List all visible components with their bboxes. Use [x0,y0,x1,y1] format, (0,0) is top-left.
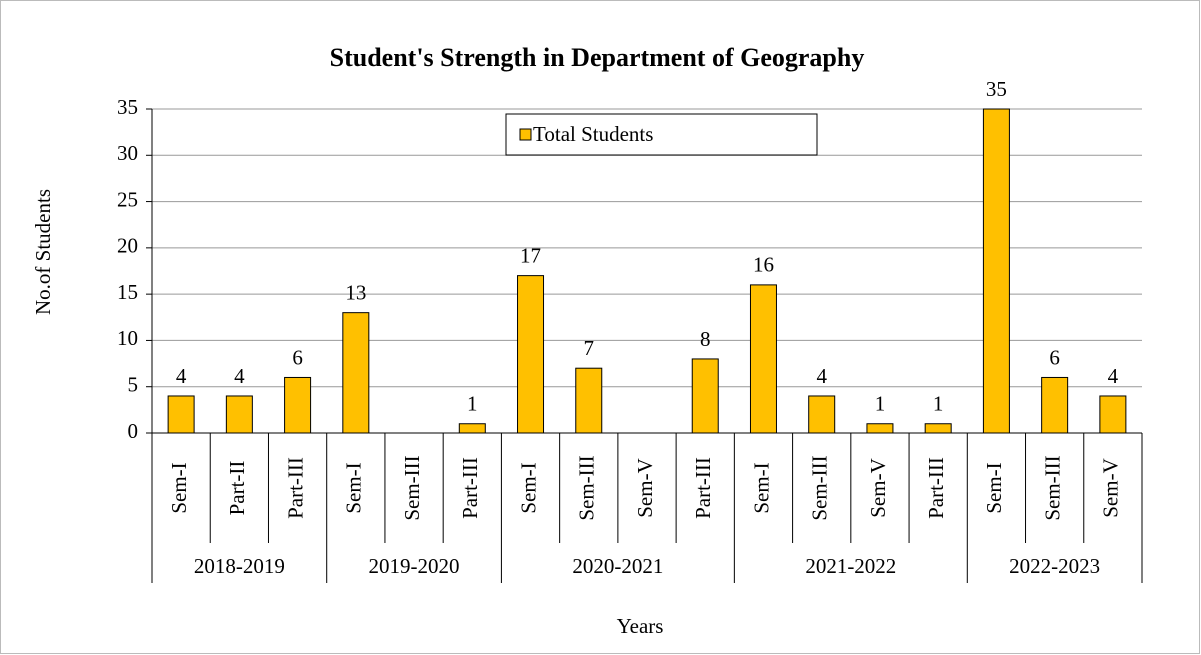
data-label: 7 [584,336,595,360]
x-tick-label: Sem-I [342,462,366,513]
data-label: 16 [753,253,774,277]
bar [982,108,1010,434]
data-label: 1 [933,392,944,416]
x-tick-label: Part-III [691,457,715,519]
legend-box [505,113,818,156]
data-label: 1 [875,392,886,416]
group-label: 2018-2019 [194,554,285,578]
data-label: 4 [234,364,245,388]
y-tick-label: 10 [117,326,138,350]
x-axis-title: Years [617,614,664,638]
data-label: 6 [292,345,303,369]
chart-title: Student's Strength in Department of Geog… [330,43,865,72]
data-label: 6 [1049,345,1060,369]
x-tick-label: Sem-I [167,462,191,513]
x-tick-label: Sem-III [575,455,599,520]
bar [749,284,777,434]
y-tick-label: 5 [128,373,139,397]
data-label: 4 [1108,364,1119,388]
group-label: 2022-2023 [1009,554,1100,578]
x-tick-label: Sem-I [516,462,540,513]
bar [1099,395,1127,434]
y-tick-label: 25 [117,187,138,211]
x-tick-label: Sem-V [866,458,890,518]
bar [342,312,370,434]
bar [808,395,836,434]
bar [691,358,719,434]
y-axis-title: No.of Students [31,189,55,315]
data-label: 4 [816,364,827,388]
data-label: 17 [520,243,541,267]
x-tick-label: Sem-III [1040,455,1064,520]
bar [458,423,486,434]
data-label: 1 [467,392,478,416]
x-tick-label: Sem-V [1099,458,1123,518]
group-label: 2021-2022 [805,554,896,578]
x-tick-label: Part-II [225,461,249,516]
x-tick-label: Sem-III [808,455,832,520]
data-label: 35 [986,77,1007,101]
bar [866,423,894,434]
bar [517,275,545,434]
bar [924,423,952,434]
x-tick-label: Sem-I [982,462,1006,513]
bar [1041,376,1069,434]
x-tick-label: Part-III [283,457,307,519]
bar [225,395,253,434]
bar [167,395,195,434]
data-label: 8 [700,327,711,351]
data-label: 4 [176,364,187,388]
y-tick-label: 35 [117,95,138,119]
bar [575,367,603,434]
x-tick-label: Sem-I [749,462,773,513]
x-tick-label: Part-III [924,457,948,519]
data-label: 13 [345,280,366,304]
y-tick-label: 20 [117,234,138,258]
x-tick-label: Sem-III [400,455,424,520]
legend-swatch [519,128,532,141]
y-tick-label: 30 [117,141,138,165]
x-tick-label: Part-III [458,457,482,519]
y-tick-label: 0 [128,419,139,443]
x-tick-label: Sem-V [633,458,657,518]
legend-label: Total Students [533,122,653,146]
y-tick-label: 15 [117,280,138,304]
group-label: 2020-2021 [572,554,663,578]
group-label: 2019-2020 [369,554,460,578]
bar [284,376,312,434]
